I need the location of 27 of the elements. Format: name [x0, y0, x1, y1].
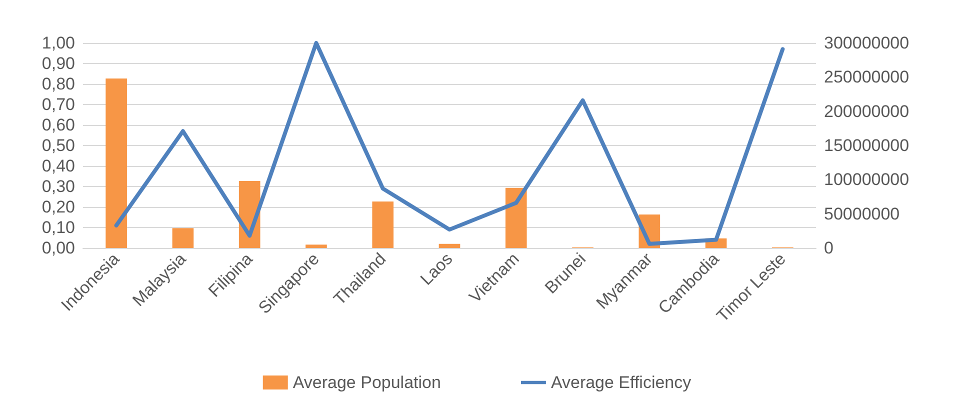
bar — [505, 188, 527, 248]
y-tick-label: 0,50 — [42, 136, 75, 155]
bar — [306, 244, 327, 248]
y2-tick-label: 50000000 — [824, 204, 900, 224]
y-tick-label: 0,00 — [42, 238, 75, 258]
legend-label: Average Efficiency — [550, 373, 692, 392]
y-tick-label: 1,00 — [42, 34, 75, 52]
bar — [372, 202, 394, 248]
y2-tick-label: 250000000 — [824, 68, 910, 87]
y2-tick-label: 150000000 — [824, 136, 910, 155]
y-tick-label: 0,90 — [42, 54, 75, 73]
bar — [172, 228, 194, 248]
y2-tick-label: 100000000 — [824, 170, 910, 190]
y2-tick-label: 0 — [824, 238, 834, 258]
y-tick-label: 0,20 — [42, 198, 75, 216]
y-tick-label: 0,70 — [42, 95, 75, 114]
y-tick-label: 0,40 — [42, 156, 75, 176]
y2-tick-label: 300000000 — [824, 34, 910, 52]
line-series — [114, 41, 785, 246]
y2-tick-label: 200000000 — [824, 102, 910, 121]
bar — [106, 78, 127, 248]
bar — [438, 244, 460, 248]
legend-label: Average Population — [292, 373, 441, 392]
y-tick-label: 0,80 — [42, 74, 75, 94]
y-tick-label: 0,30 — [42, 177, 75, 196]
y-tick-label: 0,60 — [42, 116, 75, 134]
y-tick-label: 0,10 — [42, 218, 75, 237]
